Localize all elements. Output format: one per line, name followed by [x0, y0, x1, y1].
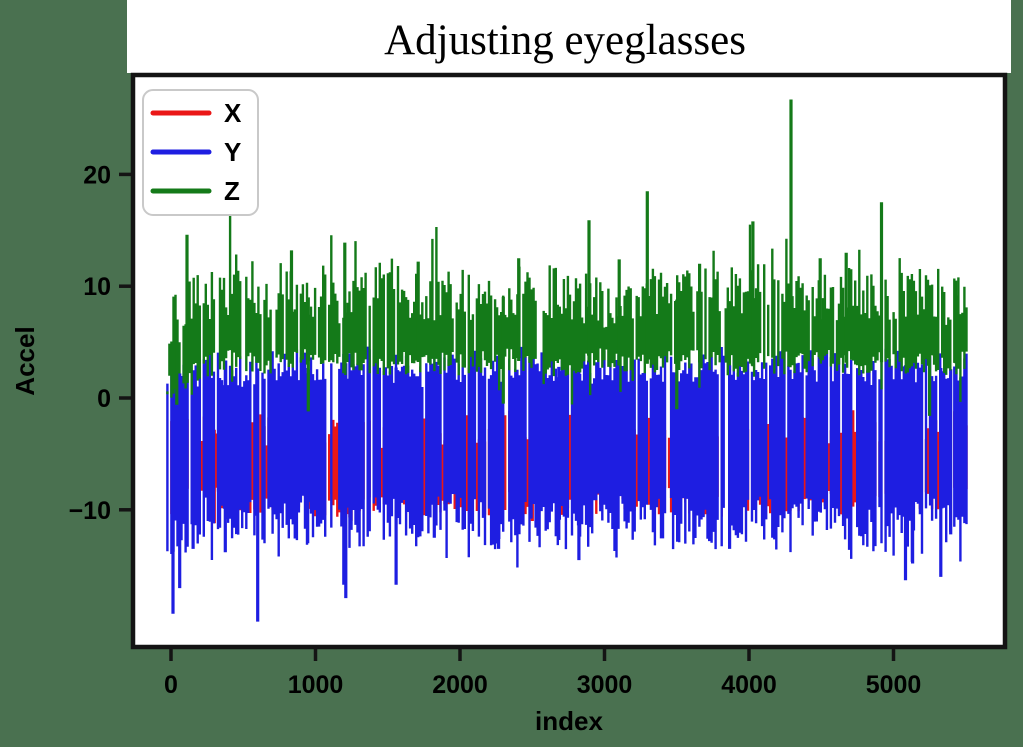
x-tick-label-4000: 4000 — [721, 671, 777, 699]
legend-label-x: X — [224, 98, 242, 128]
y-tick-label--10: −10 — [69, 497, 111, 525]
x-tick-label-5000: 5000 — [866, 671, 922, 699]
legend-label-y: Y — [224, 137, 241, 167]
legend-label-z: Z — [224, 176, 240, 206]
y-tick-label-0: 0 — [97, 385, 111, 413]
series-z-spikes — [175, 99, 958, 416]
x-tick-label-2000: 2000 — [432, 671, 488, 699]
y-tick-label-20: 20 — [83, 161, 111, 189]
x-tick-label-1000: 1000 — [288, 671, 344, 699]
plot-area — [166, 99, 968, 622]
y-tick-label-10: 10 — [83, 273, 111, 301]
chart-title: Adjusting eyeglasses — [384, 17, 746, 64]
y-axis-label: Accel — [10, 326, 40, 395]
x-tick-label-0: 0 — [164, 671, 178, 699]
legend: X Y Z — [142, 89, 259, 216]
y-axis-ticks: 20 10 0 −10 — [69, 161, 133, 525]
x-axis-ticks: 0 1000 2000 3000 4000 5000 — [164, 649, 921, 699]
series-y-spikes — [171, 363, 953, 622]
title-band — [127, 0, 1011, 73]
x-axis-label: index — [535, 706, 603, 736]
axes-spines — [130, 72, 1008, 650]
series-y-band — [166, 343, 968, 585]
x-tick-label-3000: 3000 — [577, 671, 633, 699]
